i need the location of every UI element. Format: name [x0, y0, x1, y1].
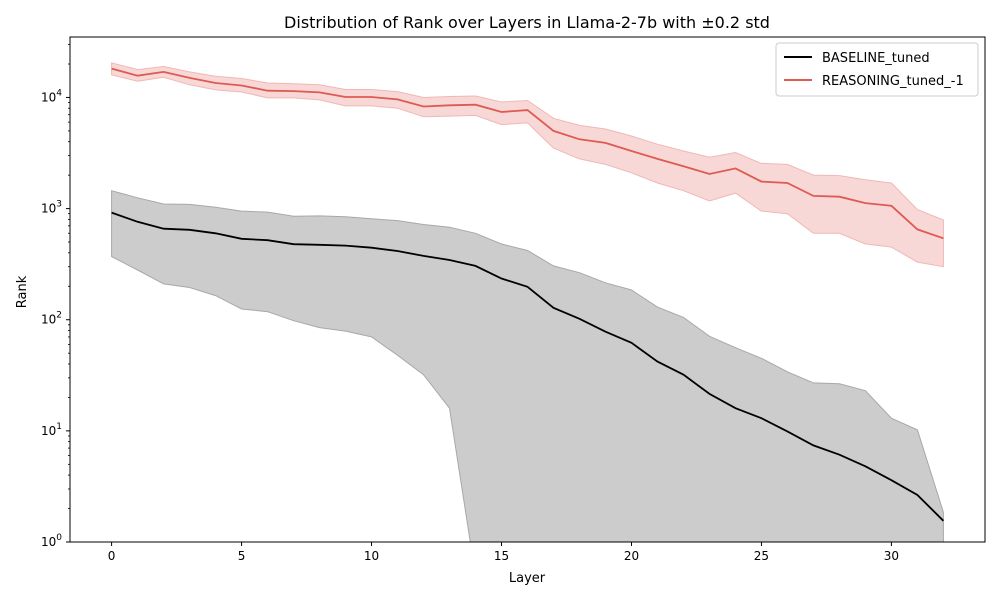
x-tick-label: 5 — [238, 549, 246, 563]
series-lines — [111, 67, 945, 522]
legend-label-2: REASONING_tuned_-1 — [822, 74, 964, 89]
legend-label-1: BASELINE_tuned — [822, 51, 930, 66]
y-tick-label: 101 — [41, 422, 62, 438]
series-line-1 — [111, 211, 945, 522]
x-axis-label: Layer — [509, 571, 546, 586]
y-tick-label: 103 — [41, 200, 62, 216]
std-band-2 — [111, 62, 944, 268]
chart-title: Distribution of Rank over Layers in Llam… — [284, 13, 770, 32]
x-axis-ticks: 0 5 10 15 20 25 30 — [108, 542, 899, 563]
y-tick-label: 104 — [41, 88, 62, 104]
y-axis-label: Rank — [15, 275, 30, 308]
x-tick-label: 15 — [494, 549, 509, 563]
y-tick-label: 102 — [41, 311, 62, 327]
x-tick-label: 10 — [364, 549, 379, 563]
series-line-2 — [111, 67, 944, 240]
x-tick-label: 0 — [108, 549, 116, 563]
x-tick-label: 20 — [624, 549, 639, 563]
std-bands — [111, 62, 944, 542]
plot-frame — [69, 36, 986, 543]
std-band-1 — [111, 190, 944, 542]
x-tick-label: 30 — [884, 549, 899, 563]
y-axis-ticks: 100 101 102 103 104 — [41, 44, 70, 549]
y-tick-label: 100 — [41, 533, 62, 549]
legend-box — [775, 42, 979, 97]
x-tick-label: 25 — [754, 549, 769, 563]
chart-legend: BASELINE_tuned REASONING_tuned_-1 — [775, 42, 979, 97]
